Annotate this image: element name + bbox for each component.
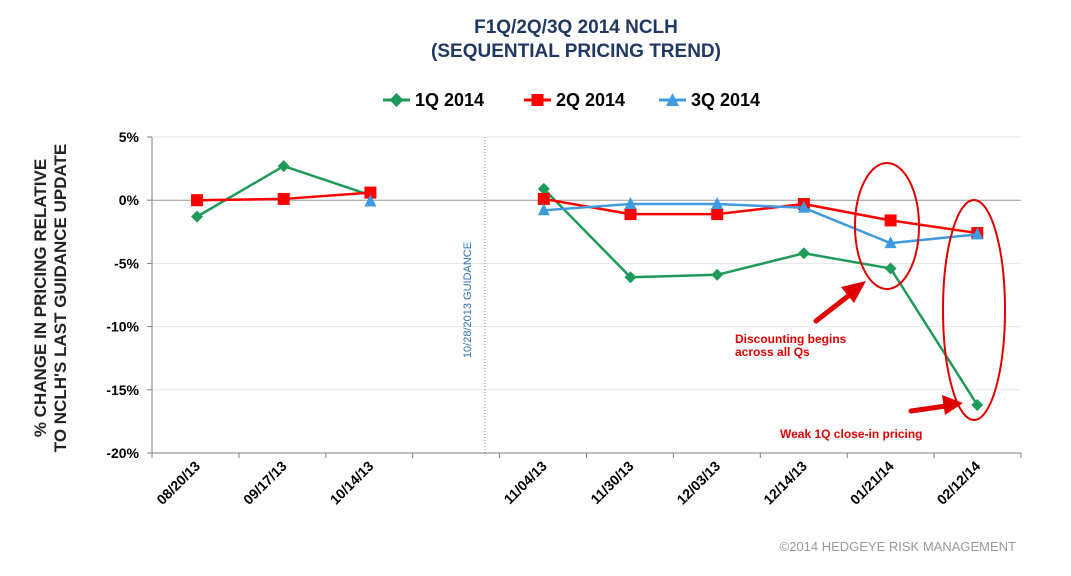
data-point: [537, 192, 550, 205]
data-point: [884, 262, 897, 275]
weak-pricing-arrow: [908, 395, 963, 415]
data-point: [364, 186, 377, 199]
chart-title-line2: (SEQUENTIAL PRICING TREND): [431, 41, 721, 62]
legend-2q-marker: [531, 94, 544, 106]
y-tick-label: 5%: [119, 129, 140, 145]
y-axis-label-line2: TO NCLH'S LAST GUIDANCE UPDATE: [51, 144, 70, 452]
highlight-circle-0121: [854, 162, 920, 290]
x-tick-label: 08/20/13: [153, 458, 203, 508]
data-point: [537, 203, 550, 216]
y-tick-label: 0%: [119, 192, 140, 208]
y-tick-label: -20%: [106, 445, 139, 461]
series: [191, 160, 984, 411]
data-point: [624, 271, 637, 284]
x-tick-label: 12/03/13: [673, 458, 723, 508]
data-point: [191, 194, 203, 207]
data-point: [797, 200, 810, 213]
data-point: [971, 227, 984, 240]
series-line: [543, 202, 978, 245]
data-point: [624, 196, 637, 209]
y-axis-label-line1: % CHANGE IN PRICING RELATIVE: [31, 159, 50, 437]
series-line: [543, 197, 978, 235]
guidance-marker: 10/28/2013 GUIDANCE: [462, 137, 486, 453]
legend-3q-marker: [666, 93, 679, 106]
gridlines: [152, 136, 1021, 391]
y-tick-label: -5%: [114, 255, 139, 271]
data-point: [277, 192, 290, 205]
series-3q-2014: [364, 194, 984, 249]
legend-3q-label: 3Q 2014: [691, 90, 760, 110]
data-point: [711, 268, 724, 281]
data-point: [537, 182, 550, 195]
x-tick-label: 09/17/13: [240, 458, 290, 508]
data-point: [277, 160, 290, 173]
x-tick-label: 02/12/14: [934, 458, 984, 508]
data-point: [884, 214, 897, 227]
legend-2q-label: 2Q 2014: [556, 90, 625, 110]
axes: [151, 137, 1021, 454]
annotations: Discounting begins across all Qs Weak 1Q…: [735, 162, 1006, 441]
series-line: [196, 164, 371, 218]
x-tick-label: 11/04/13: [501, 458, 550, 507]
data-point: [364, 194, 377, 207]
annotation-weak-pricing: Weak 1Q close-in pricing: [780, 427, 923, 441]
chart-title-line1: F1Q/2Q/3Q 2014 NCLH: [474, 17, 678, 38]
y-tick-label: -10%: [106, 319, 139, 335]
y-axis-label: % CHANGE IN PRICING RELATIVE TO NCLH'S L…: [31, 144, 70, 452]
legend-1q-label: 1Q 2014: [415, 90, 484, 110]
copyright-text: ©2014 HEDGEYE RISK MANAGEMENT: [780, 539, 1016, 554]
data-point: [971, 398, 984, 411]
y-tick-label: -15%: [106, 382, 139, 398]
discounting-arrow: [813, 281, 866, 324]
x-tick-label: 10/14/13: [327, 458, 377, 508]
annotation-discounting-line2: across all Qs: [735, 345, 810, 359]
series-line: [542, 187, 979, 406]
highlight-circle-0212: [942, 199, 1006, 421]
annotation-discounting-line1: Discounting begins: [735, 332, 847, 346]
legend: 1Q 2014 2Q 2014 3Q 2014: [383, 90, 760, 110]
data-point: [191, 210, 203, 223]
x-tick-label: 01/21/14: [847, 458, 897, 508]
x-tick-label: 12/14/13: [760, 458, 810, 508]
x-tick-label: 11/30/13: [587, 458, 636, 507]
guidance-label: 10/28/2013 GUIDANCE: [462, 242, 474, 358]
data-point: [884, 236, 897, 249]
x-ticks: 08/20/13 09/17/13 10/14/13 11/04/13 11/30/13…: [151, 453, 1022, 508]
y-ticks: 5% 0% -5% -10% -15% -20%: [106, 129, 152, 461]
data-point: [711, 208, 724, 221]
data-point: [797, 247, 810, 260]
legend-1q-marker: [389, 93, 404, 107]
data-point: [624, 208, 637, 221]
data-point: [711, 196, 724, 209]
